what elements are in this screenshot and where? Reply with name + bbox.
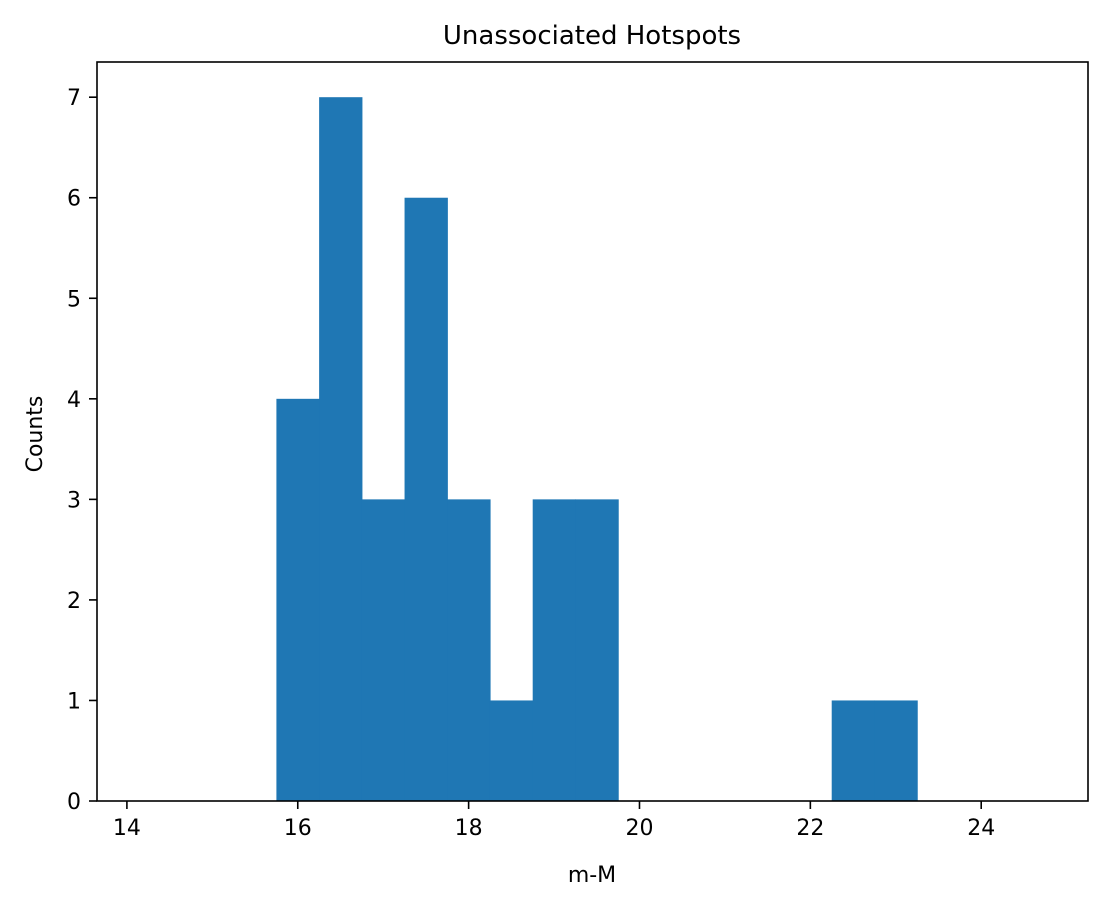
- y-tick-label: 2: [67, 589, 81, 614]
- histogram-bar: [489, 700, 534, 801]
- x-tick-label: 16: [284, 816, 312, 841]
- histogram-bar: [447, 499, 491, 801]
- y-tick-label: 6: [67, 187, 81, 212]
- histogram-bar: [575, 499, 619, 801]
- x-tick-label: 14: [113, 816, 141, 841]
- y-tick-label: 4: [67, 388, 81, 413]
- y-tick-label: 3: [67, 488, 81, 513]
- y-tick-label: 0: [67, 790, 81, 815]
- histogram-bar: [831, 700, 876, 801]
- histogram-bar: [319, 97, 363, 801]
- y-tick-label: 7: [67, 86, 81, 111]
- y-axis-label: Counts: [23, 396, 48, 473]
- histogram-bar: [404, 197, 448, 802]
- y-tick-label: 5: [67, 287, 81, 312]
- histogram-bar: [276, 398, 320, 801]
- x-axis-ticks: 14 16 18 20 22 24: [113, 801, 995, 841]
- y-axis-ticks: 0 1 2 3 4 5 6 7: [67, 86, 97, 815]
- x-tick-label: 20: [625, 816, 653, 841]
- x-axis-label: m-M: [568, 863, 616, 888]
- bars-layer: [276, 97, 918, 802]
- plot-frame: [96, 61, 1089, 802]
- x-tick-label: 22: [796, 816, 824, 841]
- histogram-bar: [532, 499, 577, 801]
- y-tick-label: 1: [67, 689, 81, 714]
- chart-title: Unassociated Hotspots: [443, 21, 741, 51]
- x-tick-label: 24: [967, 816, 995, 841]
- histogram-bar: [874, 700, 918, 801]
- histogram-bar: [361, 499, 406, 801]
- x-tick-label: 18: [455, 816, 483, 841]
